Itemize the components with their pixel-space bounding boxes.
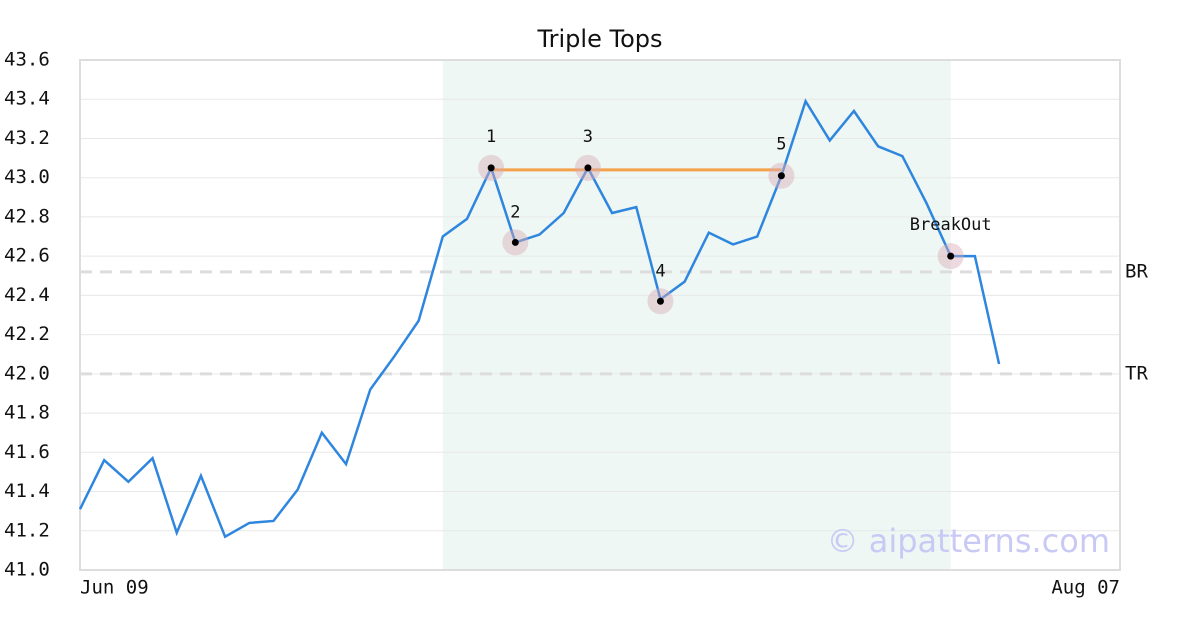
y-tick-label: 42.6	[4, 245, 50, 267]
pattern-point-label: BreakOut	[910, 215, 992, 235]
pattern-point	[656, 297, 664, 305]
y-tick-label: 42.2	[4, 323, 50, 345]
pattern-point	[947, 252, 955, 260]
pattern-point-label: 3	[583, 127, 593, 147]
pattern-point	[487, 164, 495, 172]
y-tick-label: 43.6	[4, 49, 50, 71]
pattern-point	[511, 238, 519, 246]
y-tick-label: 42.0	[4, 362, 50, 384]
y-tick-label: 42.8	[4, 205, 50, 227]
chart-title: Triple Tops	[537, 25, 663, 53]
level-label: BR	[1125, 260, 1148, 282]
pattern-point-label: 4	[655, 261, 665, 281]
x-tick-label: Aug 07	[1051, 577, 1120, 599]
pattern-point	[584, 164, 592, 172]
pattern-point	[777, 172, 785, 180]
y-tick-label: 42.4	[4, 284, 50, 306]
plot-frame	[79, 59, 1121, 571]
price-line	[78, 98, 1001, 539]
highlight-region	[442, 60, 951, 570]
level-label: TR	[1125, 362, 1148, 384]
y-tick-label: 41.4	[4, 480, 50, 502]
y-tick-label: 43.4	[4, 88, 50, 110]
y-tick-label: 41.6	[4, 441, 50, 463]
pattern-point-label: 1	[486, 127, 496, 147]
y-tick-label: 41.2	[4, 519, 50, 541]
watermark: © aipatterns.com	[827, 522, 1110, 560]
pattern-point-label: 2	[510, 202, 520, 222]
y-tick-label: 43.0	[4, 166, 50, 188]
y-tick-label: 41.0	[4, 559, 50, 581]
y-tick-label: 43.2	[4, 127, 50, 149]
x-tick-label: Jun 09	[80, 577, 149, 599]
pattern-point-label: 5	[776, 135, 786, 155]
y-tick-label: 41.8	[4, 402, 50, 424]
